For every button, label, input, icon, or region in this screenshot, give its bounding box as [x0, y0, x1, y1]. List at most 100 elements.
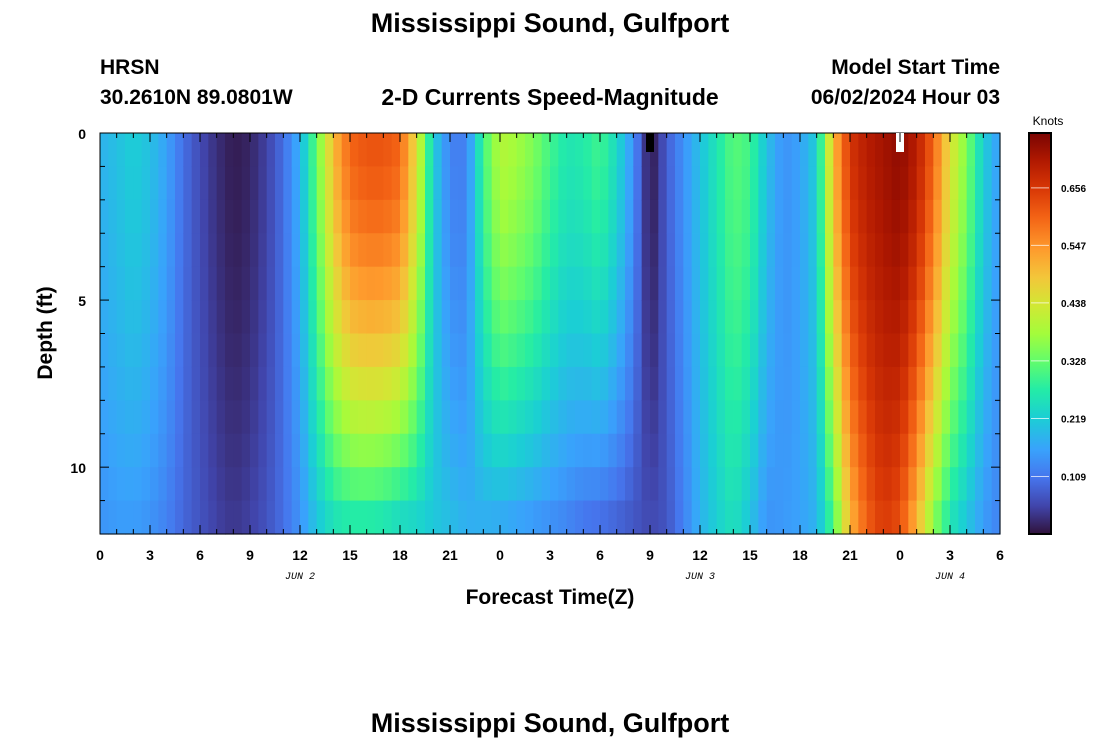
heatmap-cell: [575, 467, 584, 502]
heatmap-cell: [500, 433, 509, 468]
heatmap-cell: [191, 433, 201, 468]
heatmap-cell: [700, 467, 709, 502]
heatmap-cell: [550, 433, 559, 468]
heatmap-cell: [208, 333, 218, 368]
heatmap-cell: [816, 333, 826, 368]
heatmap-cell: [683, 300, 693, 335]
heatmap-cell: [850, 366, 859, 401]
heatmap-cell: [391, 166, 401, 201]
heatmap-cell: [916, 366, 926, 401]
heatmap-cell: [508, 333, 518, 368]
heatmap-cell: [350, 233, 359, 268]
heatmap-cell: [583, 467, 593, 502]
heatmap-cell: [925, 300, 934, 335]
heatmap-cell: [333, 166, 343, 201]
heatmap-cell: [600, 166, 609, 201]
heatmap-cell: [833, 400, 843, 435]
heatmap-cell: [991, 467, 1001, 502]
heatmap-cell: [366, 467, 376, 502]
heatmap-cell: [525, 400, 534, 435]
heatmap-cell: [825, 300, 834, 335]
heatmap-cell: [666, 333, 676, 368]
heatmap-cell: [541, 133, 551, 168]
heatmap-cell: [350, 400, 359, 435]
heatmap-cell: [941, 300, 951, 335]
heatmap-cell: [833, 333, 843, 368]
heatmap-cell: [483, 233, 493, 268]
heatmap-cell: [750, 300, 759, 335]
heatmap-cell: [375, 133, 384, 168]
heatmap-cell: [450, 467, 459, 502]
heatmap-cell: [400, 199, 409, 234]
heatmap-cell: [208, 366, 218, 401]
heatmap-cell: [891, 467, 901, 502]
heatmap-cell: [308, 133, 318, 168]
heatmap-cell: [125, 433, 134, 468]
heatmap-cell: [158, 333, 168, 368]
heatmap-cell: [566, 333, 576, 368]
heatmap-cell: [666, 366, 676, 401]
chart-subtitle: 2-D Currents Speed-Magnitude: [381, 84, 719, 110]
heatmap-cell: [675, 333, 684, 368]
heatmap-cell: [166, 433, 176, 468]
heatmap-cell: [883, 266, 893, 301]
heatmap-cell: [558, 400, 568, 435]
heatmap-cell: [991, 266, 1001, 301]
heatmap-cell: [108, 233, 118, 268]
heatmap-cell: [858, 233, 868, 268]
heatmap-cell: [225, 233, 234, 268]
heatmap-cell: [475, 266, 484, 301]
heatmap-cell: [750, 233, 759, 268]
heatmap-cell: [850, 400, 859, 435]
heatmap-cell: [341, 300, 351, 335]
heatmap-cell: [725, 433, 734, 468]
heatmap-cell: [675, 366, 684, 401]
heatmap-cell: [125, 233, 134, 268]
heatmap-cell: [525, 333, 534, 368]
heatmap-cell: [200, 133, 209, 168]
heatmap-cell: [450, 400, 459, 435]
heatmap-cell: [233, 433, 243, 468]
heatmap-cell: [216, 166, 226, 201]
heatmap-cell: [983, 500, 993, 535]
heatmap-cell: [100, 133, 109, 168]
heatmap-cell: [675, 500, 684, 535]
heatmap-cell: [891, 166, 901, 201]
heatmap-cell: [250, 467, 259, 502]
heatmap-cell: [433, 133, 443, 168]
heatmap-cell: [475, 166, 484, 201]
heatmap-cell: [283, 233, 293, 268]
heatmap-cell: [733, 166, 743, 201]
heatmap-cell: [675, 433, 684, 468]
heatmap-cell: [766, 500, 776, 535]
heatmap-cell: [400, 233, 409, 268]
heatmap-cell: [966, 166, 976, 201]
heatmap-cell: [625, 333, 634, 368]
heatmap-cell: [208, 199, 218, 234]
heatmap-cell: [833, 467, 843, 502]
heatmap-cell: [475, 366, 484, 401]
heatmap-cell: [658, 233, 668, 268]
heatmap-cell: [833, 266, 843, 301]
heatmap-cell: [183, 500, 193, 535]
heatmap-cell: [416, 500, 426, 535]
heatmap-cell: [308, 199, 318, 234]
heatmap-cell: [425, 266, 434, 301]
heatmap-cell: [466, 366, 476, 401]
heatmap-cell: [716, 467, 726, 502]
heatmap-cell: [783, 433, 793, 468]
heatmap-cell: [641, 500, 651, 535]
heatmap-cell: [116, 400, 126, 435]
heatmap-cell: [266, 333, 276, 368]
heatmap-cell: [483, 433, 493, 468]
heatmap-cell: [958, 266, 968, 301]
heatmap-cell: [766, 433, 776, 468]
heatmap-cell: [800, 500, 809, 535]
heatmap-cell: [950, 233, 959, 268]
chart-title: Mississippi Sound, Gulfport: [370, 8, 730, 38]
heatmap-cell: [650, 233, 659, 268]
heatmap-cell: [300, 166, 309, 201]
heatmap-cell: [183, 133, 193, 168]
heatmap-cell: [325, 467, 334, 502]
heatmap-cell: [575, 266, 584, 301]
